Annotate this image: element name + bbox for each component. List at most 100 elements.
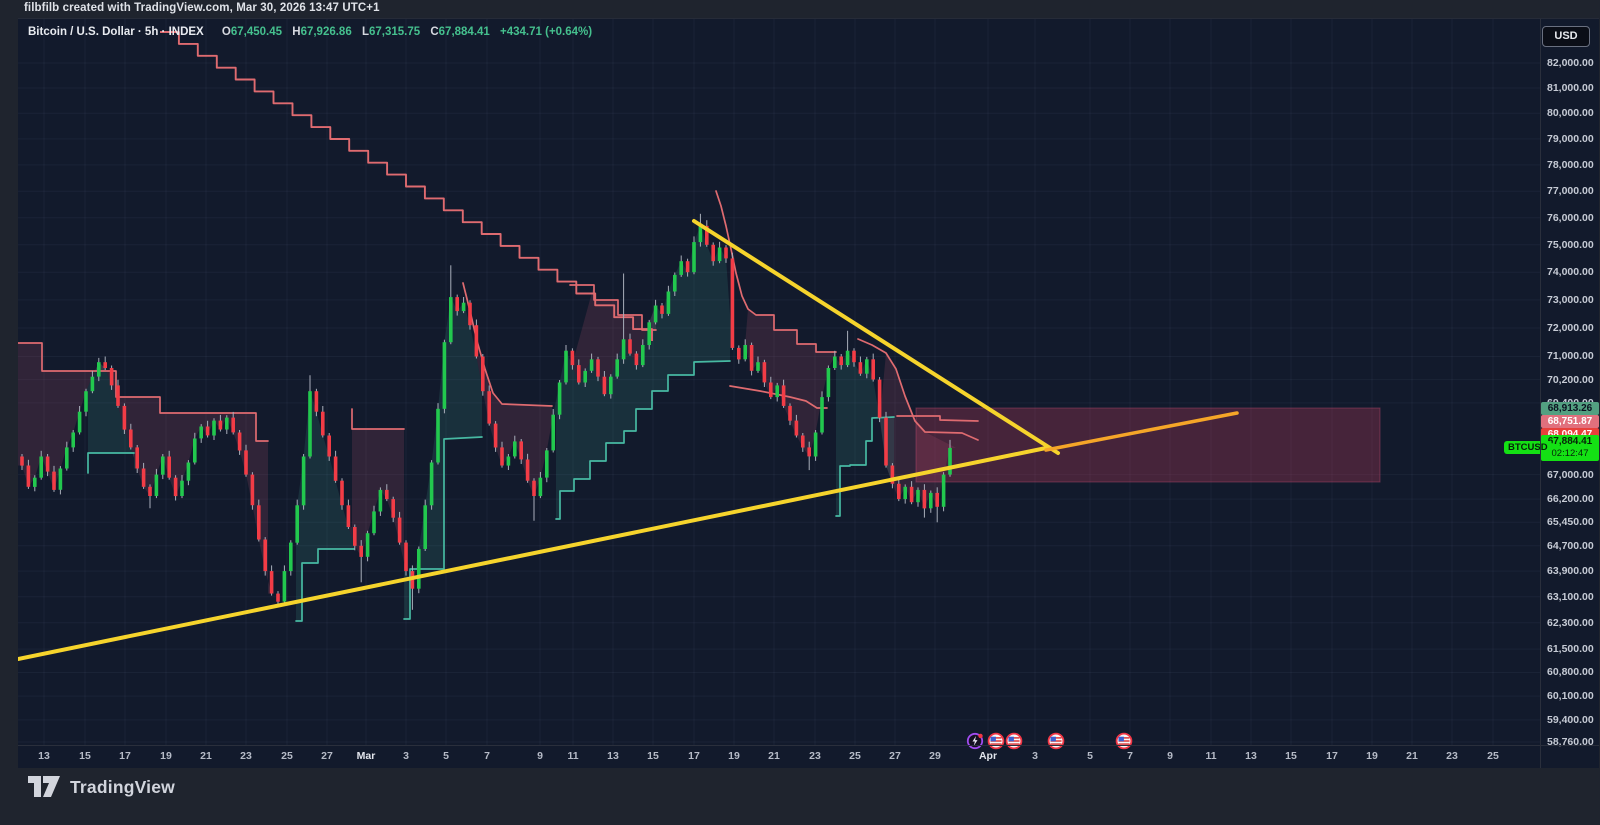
symbol-legend: Bitcoin / U.S. Dollar · 5h · INDEX O67,4… [28, 26, 592, 38]
attribution-text: filbfilb created with TradingView.com, M… [24, 2, 380, 14]
tradingview-logo: TradingView [28, 776, 175, 798]
time-tick: 9 [1167, 750, 1173, 762]
supply-zone-rectangle[interactable] [915, 407, 1381, 483]
time-tick: 19 [160, 750, 172, 762]
time-tick: 7 [484, 750, 490, 762]
time-tick: 27 [321, 750, 333, 762]
economic-event-us-flag-icon[interactable] [1115, 732, 1133, 750]
time-tick: 23 [1446, 750, 1458, 762]
economic-event-us-flag-icon[interactable] [1047, 732, 1065, 750]
price-tick: 76,000.00 [1547, 212, 1594, 224]
time-tick: 17 [1326, 750, 1338, 762]
symbol-price-tag: BTCUSD [1504, 441, 1552, 454]
time-tick: 3 [403, 750, 409, 762]
price-tick: 75,000.00 [1547, 239, 1594, 251]
time-tick: 21 [768, 750, 780, 762]
time-tick: 25 [1487, 750, 1499, 762]
time-tick: 21 [200, 750, 212, 762]
trailing-stop-lines [18, 31, 979, 622]
price-tick: 63,900.00 [1547, 565, 1594, 577]
time-tick: 15 [79, 750, 91, 762]
current-price-label: 67,884.41 02:12:47 [1541, 435, 1599, 461]
price-tick: 77,000.00 [1547, 185, 1594, 197]
change-value: +434.71 (+0.64%) [500, 26, 593, 38]
time-tick: 13 [1245, 750, 1257, 762]
time-tick: 19 [728, 750, 740, 762]
symbol-title: Bitcoin / U.S. Dollar · 5h · INDEX [28, 26, 204, 38]
time-tick: 25 [281, 750, 293, 762]
price-tick: 71,000.00 [1547, 350, 1594, 362]
price-tick: 64,700.00 [1547, 540, 1594, 552]
grid [18, 19, 1540, 745]
price-tick: 72,000.00 [1547, 322, 1594, 334]
price-tick: 58,760.00 [1547, 736, 1594, 748]
time-tick: 7 [1127, 750, 1133, 762]
candles [20, 213, 952, 610]
time-tick: 3 [1032, 750, 1038, 762]
time-tick: 17 [119, 750, 131, 762]
high-value: 67,926.86 [300, 26, 352, 38]
close-value: 67,884.41 [438, 26, 490, 38]
price-tick: 74,000.00 [1547, 266, 1594, 278]
price-tick: 73,000.00 [1547, 294, 1594, 306]
time-tick: 5 [443, 750, 449, 762]
time-tick: 25 [849, 750, 861, 762]
open-value: 67,450.45 [230, 26, 283, 38]
economic-event-us-flag-icon[interactable] [1005, 732, 1023, 750]
price-tick: 79,000.00 [1547, 133, 1594, 145]
time-tick: 27 [889, 750, 901, 762]
time-tick: 11 [567, 750, 579, 762]
time-tick: 9 [537, 750, 543, 762]
price-tick: 80,000.00 [1547, 107, 1594, 119]
currency-usd-button[interactable]: USD [1542, 26, 1590, 47]
price-level-label: 68,913.26 [1541, 402, 1599, 415]
time-tick: 13 [38, 750, 50, 762]
price-tick: 61,500.00 [1547, 643, 1594, 655]
economic-event-us-flag-icon[interactable] [987, 732, 1005, 750]
time-tick: Mar [356, 750, 376, 762]
time-tick: 21 [1406, 750, 1418, 762]
time-tick: 23 [809, 750, 821, 762]
bar-countdown: 02:12:47 [1551, 448, 1589, 459]
price-tick: 70,200.00 [1547, 374, 1594, 386]
price-level-label: 68,751.87 [1541, 415, 1599, 428]
yellow-trendline [692, 219, 1060, 455]
price-tick: 67,000.00 [1547, 469, 1594, 481]
low-value: 67,315.75 [368, 26, 421, 38]
price-tick: 60,100.00 [1547, 690, 1594, 702]
price-tick: 62,300.00 [1547, 617, 1594, 629]
time-tick: Apr [978, 750, 998, 762]
time-tick: 13 [607, 750, 619, 762]
price-axis-divider [1540, 19, 1541, 769]
orange-trendline [1044, 411, 1239, 452]
time-tick: 17 [688, 750, 700, 762]
bottom-bar: TradingView [0, 768, 1600, 825]
time-tick: 5 [1087, 750, 1093, 762]
attribution-bar: filbfilb created with TradingView.com, M… [0, 0, 1600, 18]
close-label: C [430, 26, 439, 38]
crypto-event-lightning-icon[interactable] [966, 732, 984, 750]
tradingview-logo-text: TradingView [70, 776, 175, 797]
price-tick: 78,000.00 [1547, 159, 1594, 171]
time-tick: 15 [647, 750, 659, 762]
yellow-trendline [18, 446, 1048, 661]
time-tick: 15 [1285, 750, 1297, 762]
price-tick: 63,100.00 [1547, 591, 1594, 603]
trend-lines[interactable] [18, 219, 1239, 661]
open-label: O [221, 26, 231, 38]
time-tick: 23 [240, 750, 252, 762]
time-axis-divider [18, 745, 1599, 746]
time-tick: 29 [929, 750, 941, 762]
current-price-value: 67,884.41 [1547, 436, 1593, 447]
chart-frame[interactable]: Bitcoin / U.S. Dollar · 5h · INDEX O67,4… [18, 18, 1599, 769]
price-tick: 66,200.00 [1547, 493, 1594, 505]
price-tick: 60,800.00 [1547, 666, 1594, 678]
tradingview-logo-icon [28, 776, 60, 797]
price-tick: 81,000.00 [1547, 82, 1594, 94]
high-label: H [292, 26, 301, 38]
price-chart-canvas[interactable] [18, 19, 1540, 745]
price-tick: 82,000.00 [1547, 57, 1594, 69]
low-label: L [361, 26, 369, 38]
price-tick: 65,450.00 [1547, 516, 1594, 528]
